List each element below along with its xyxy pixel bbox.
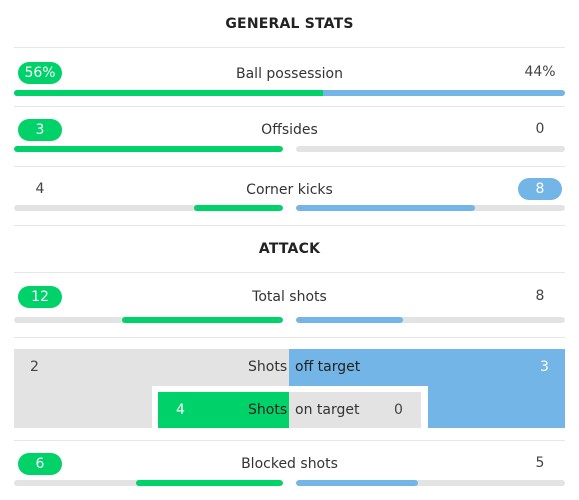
off-target-away-value: 3 (540, 359, 549, 375)
attack-title: ATTACK (258, 241, 321, 257)
corners-away-fill (296, 205, 475, 211)
offsides-home-bar (14, 146, 283, 152)
away-on-target-area (289, 392, 421, 428)
total-shots-away-fill (296, 317, 403, 323)
total-shots-home-badge: 12 (18, 286, 62, 308)
total-shots-home-bar (14, 317, 283, 323)
offsides-away-value: 0 (535, 121, 545, 137)
blocked-shots-label: Blocked shots (241, 456, 338, 472)
home-on-target-area (158, 392, 289, 428)
off-target-shots-word: Shots (248, 359, 288, 375)
on-target-away-value: 0 (394, 402, 403, 418)
blocked-shots-home-badge: 6 (18, 453, 62, 475)
divider (14, 440, 565, 441)
total-shots-label: Total shots (252, 289, 327, 305)
offsides-home-fill (14, 146, 283, 152)
blocked-shots-away-value: 5 (535, 455, 545, 471)
on-target-home-value: 4 (176, 402, 185, 418)
divider (14, 166, 565, 167)
corners-home-fill (194, 205, 283, 211)
shots-target-breakdown: 2 Shots off target 3 4 Shots on target 0 (14, 349, 565, 428)
blocked-shots-away-bar (296, 480, 565, 486)
corners-away-bar (296, 205, 565, 211)
total-shots-home-fill (122, 317, 283, 323)
divider (14, 337, 565, 338)
possession-home-badge: 56% (18, 62, 62, 84)
possession-away-value: 44% (524, 64, 556, 80)
corners-home-value: 4 (35, 181, 45, 197)
offsides-label: Offsides (261, 122, 318, 138)
possession-bar (14, 90, 565, 96)
total-shots-away-value: 8 (535, 288, 545, 304)
possession-home-fill (14, 90, 323, 96)
possession-label: Ball possession (236, 66, 343, 82)
on-target-label: on target (295, 402, 360, 418)
divider (14, 272, 565, 273)
off-target-label: off target (295, 359, 361, 375)
blocked-shots-home-bar (14, 480, 283, 486)
total-shots-away-bar (296, 317, 565, 323)
blocked-shots-away-fill (296, 480, 418, 486)
on-target-shots-word: Shots (248, 402, 288, 418)
corners-away-badge: 8 (518, 178, 562, 200)
off-target-home-value: 2 (30, 359, 39, 375)
corners-home-bar (14, 205, 283, 211)
blocked-shots-home-fill (136, 480, 283, 486)
divider (14, 47, 565, 48)
divider (14, 106, 565, 107)
general-stats-title: GENERAL STATS (225, 16, 354, 32)
divider (14, 225, 565, 226)
corners-label: Corner kicks (246, 182, 333, 198)
offsides-away-bar (296, 146, 565, 152)
offsides-home-badge: 3 (18, 119, 62, 141)
